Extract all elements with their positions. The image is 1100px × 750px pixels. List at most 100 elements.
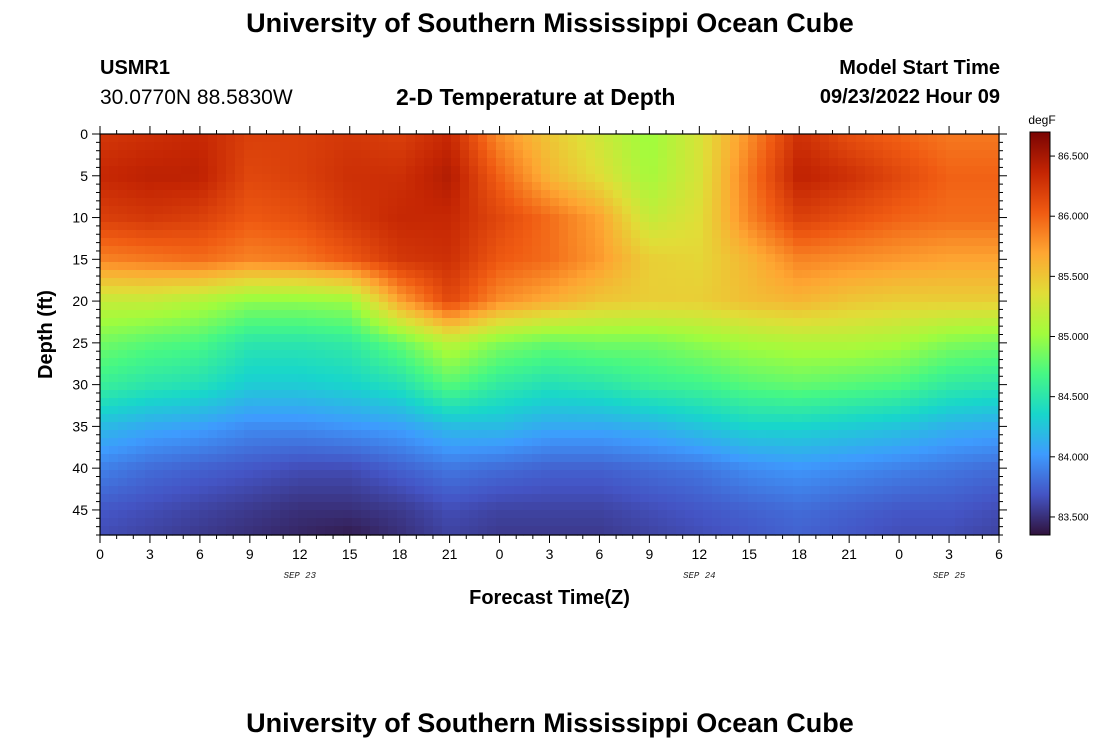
heatmap-cell bbox=[505, 158, 515, 167]
heatmap-cell bbox=[442, 326, 452, 335]
heatmap-cell bbox=[496, 422, 506, 431]
heatmap-cell bbox=[757, 398, 767, 407]
heatmap-cell bbox=[226, 270, 236, 279]
heatmap-cell bbox=[829, 318, 839, 327]
heatmap-cell bbox=[820, 438, 830, 447]
heatmap-cell bbox=[577, 278, 587, 287]
heatmap-cell bbox=[154, 518, 164, 527]
heatmap-cell bbox=[118, 454, 128, 463]
heatmap-cell bbox=[145, 526, 155, 535]
heatmap-cell bbox=[550, 422, 560, 431]
heatmap-cell bbox=[343, 166, 353, 175]
heatmap-cell bbox=[946, 502, 956, 511]
heatmap-cell bbox=[325, 446, 335, 455]
heatmap-cell bbox=[226, 334, 236, 343]
heatmap-cell bbox=[145, 302, 155, 311]
heatmap-cell bbox=[118, 246, 128, 255]
heatmap-cell bbox=[919, 230, 929, 239]
heatmap-cell bbox=[739, 398, 749, 407]
heatmap-cell bbox=[262, 278, 272, 287]
heatmap-cell bbox=[190, 470, 200, 479]
heatmap-cell bbox=[163, 486, 173, 495]
heatmap-cell bbox=[973, 462, 983, 471]
heatmap-cell bbox=[757, 262, 767, 271]
heatmap-cell bbox=[613, 374, 623, 383]
heatmap-cell bbox=[118, 302, 128, 311]
heatmap-cell bbox=[964, 174, 974, 183]
heatmap-cell bbox=[136, 526, 146, 535]
heatmap-cell bbox=[316, 422, 326, 431]
heatmap-cell bbox=[343, 430, 353, 439]
heatmap-cell bbox=[118, 150, 128, 159]
heatmap-cell bbox=[991, 198, 1000, 207]
heatmap-cell bbox=[379, 254, 389, 263]
heatmap-cell bbox=[289, 510, 299, 519]
heatmap-cell bbox=[712, 246, 722, 255]
heatmap-cell bbox=[424, 350, 434, 359]
heatmap-cell bbox=[505, 486, 515, 495]
heatmap-cell bbox=[523, 470, 533, 479]
heatmap-cell bbox=[757, 230, 767, 239]
heatmap-cell bbox=[487, 182, 497, 191]
heatmap-cell bbox=[307, 166, 317, 175]
heatmap-cell bbox=[622, 326, 632, 335]
heatmap-cell bbox=[559, 470, 569, 479]
heatmap-cell bbox=[649, 190, 659, 199]
heatmap-cell bbox=[460, 182, 470, 191]
heatmap-cell bbox=[847, 134, 857, 143]
heatmap-cell bbox=[298, 398, 308, 407]
heatmap-cell bbox=[163, 262, 173, 271]
heatmap-cell bbox=[775, 502, 785, 511]
heatmap-cell bbox=[586, 166, 596, 175]
heatmap-cell bbox=[595, 206, 605, 215]
heatmap-cell bbox=[703, 438, 713, 447]
heatmap-cell bbox=[712, 254, 722, 263]
heatmap-cell bbox=[928, 278, 938, 287]
heatmap-cell bbox=[685, 342, 695, 351]
heatmap-cell bbox=[550, 238, 560, 247]
heatmap-cell bbox=[820, 222, 830, 231]
heatmap-cell bbox=[514, 350, 524, 359]
heatmap-cell bbox=[586, 350, 596, 359]
heatmap-cell bbox=[910, 142, 920, 151]
heatmap-cell bbox=[874, 302, 884, 311]
heatmap-cell bbox=[298, 438, 308, 447]
heatmap-cell bbox=[127, 278, 137, 287]
heatmap-cell bbox=[154, 174, 164, 183]
heatmap-cell bbox=[118, 222, 128, 231]
heatmap-cell bbox=[649, 262, 659, 271]
heatmap-cell bbox=[190, 206, 200, 215]
heatmap-cell bbox=[919, 430, 929, 439]
heatmap-cell bbox=[325, 454, 335, 463]
heatmap-cell bbox=[280, 182, 290, 191]
heatmap-cell bbox=[838, 494, 848, 503]
heatmap-cell bbox=[172, 414, 182, 423]
heatmap-cell bbox=[748, 158, 758, 167]
heatmap-cell bbox=[451, 390, 461, 399]
heatmap-cell bbox=[784, 254, 794, 263]
heatmap-cell bbox=[244, 270, 254, 279]
heatmap-cell bbox=[793, 190, 803, 199]
heatmap-cell bbox=[577, 374, 587, 383]
heatmap-cell bbox=[955, 142, 965, 151]
heatmap-cell bbox=[442, 462, 452, 471]
heatmap-cell bbox=[388, 214, 398, 223]
heatmap-cell bbox=[550, 382, 560, 391]
heatmap-cell bbox=[757, 462, 767, 471]
heatmap-cell bbox=[937, 302, 947, 311]
heatmap-cell bbox=[145, 462, 155, 471]
heatmap-cell bbox=[838, 326, 848, 335]
heatmap-cell bbox=[973, 502, 983, 511]
heatmap-cell bbox=[766, 382, 776, 391]
heatmap-cell bbox=[325, 182, 335, 191]
heatmap-cell bbox=[136, 286, 146, 295]
heatmap-cell bbox=[685, 374, 695, 383]
heatmap-cell bbox=[109, 270, 119, 279]
heatmap-cell bbox=[694, 422, 704, 431]
heatmap-cell bbox=[703, 262, 713, 271]
heatmap-cell bbox=[514, 190, 524, 199]
heatmap-cell bbox=[127, 366, 137, 375]
heatmap-cell bbox=[874, 398, 884, 407]
heatmap-cell bbox=[424, 278, 434, 287]
heatmap-cell bbox=[370, 430, 380, 439]
